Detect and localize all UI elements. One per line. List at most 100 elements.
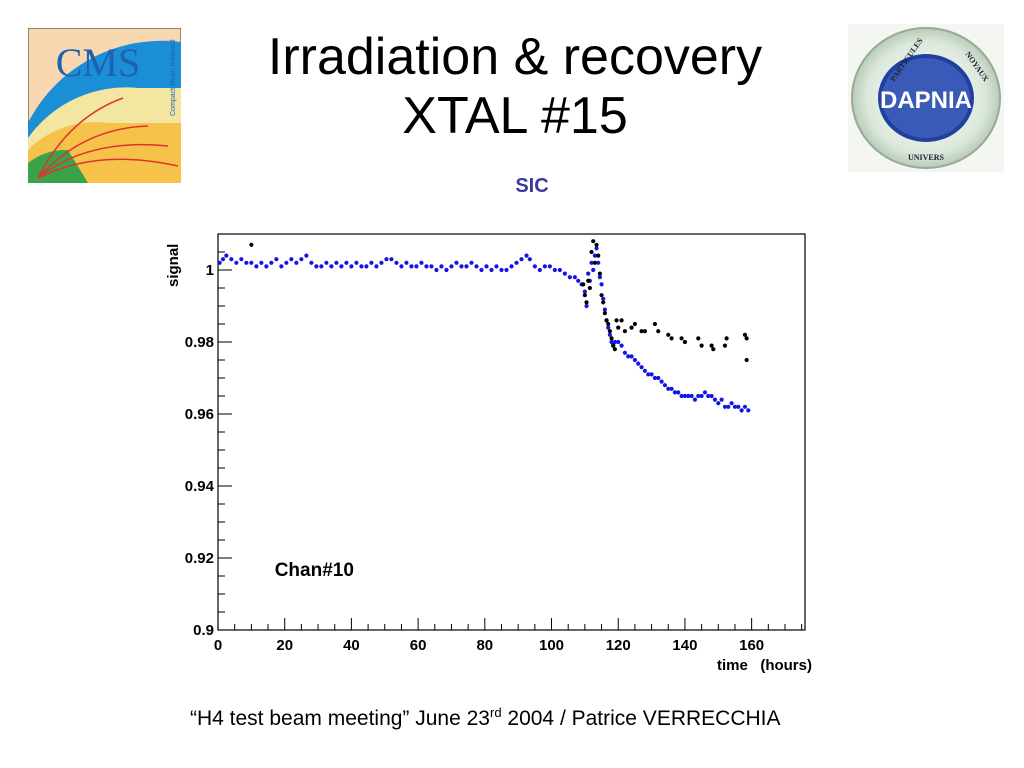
y-tick-label: 0.98 (185, 334, 214, 351)
data-point (592, 260, 597, 265)
data-point (611, 343, 616, 348)
data-point (739, 408, 744, 413)
data-point (656, 329, 661, 334)
data-point (584, 300, 589, 305)
y-tick-label: 0.96 (185, 406, 214, 423)
data-point (711, 347, 716, 352)
data-point (581, 282, 586, 287)
data-point (702, 390, 708, 395)
data-point (582, 289, 587, 294)
slide-footer: “H4 test beam meeting” June 23rd 2004 / … (190, 706, 950, 731)
data-point (524, 253, 529, 258)
data-point (602, 307, 607, 312)
data-point (606, 321, 611, 327)
x-axis-label: time (hours) (717, 657, 812, 674)
data-point (359, 264, 364, 269)
y-tick-label: 0.9 (193, 622, 214, 639)
data-point (706, 393, 711, 399)
data-point (629, 354, 634, 359)
data-point (587, 285, 592, 291)
data-point (642, 368, 648, 373)
data-point (489, 267, 494, 273)
data-point (394, 260, 399, 265)
data-point (646, 372, 651, 377)
data-point (736, 404, 741, 409)
data-series-blue (217, 246, 751, 413)
data-point (709, 393, 714, 399)
data-point (659, 379, 664, 384)
data-point (319, 264, 324, 269)
data-point (604, 318, 609, 323)
data-point (444, 267, 449, 273)
data-point (464, 264, 469, 269)
y-tick-label: 0.92 (185, 550, 214, 567)
data-point (576, 278, 581, 283)
x-tick-label: 80 (476, 637, 493, 654)
data-point (742, 404, 748, 409)
data-point (289, 257, 294, 262)
data-point (244, 260, 249, 265)
data-point (532, 264, 537, 269)
data-point (594, 246, 599, 251)
data-point (649, 372, 654, 377)
data-point (596, 260, 601, 265)
data-point (339, 264, 344, 269)
data-point (527, 257, 532, 262)
data-point (354, 260, 359, 265)
chart-annotation: Chan#10 (275, 560, 354, 581)
dapnia-logo: DAPNIA PARTICULES NOYAUX UNIVERS (848, 24, 1004, 172)
data-point (636, 361, 641, 366)
data-point (666, 386, 671, 391)
data-point (589, 260, 594, 265)
data-point (264, 264, 269, 269)
data-point (716, 401, 721, 406)
data-point (542, 264, 547, 269)
data-point (254, 264, 259, 269)
data-point (249, 242, 254, 247)
data-point (597, 271, 602, 276)
data-point (699, 393, 704, 399)
data-point (746, 408, 751, 413)
data-point (259, 260, 264, 265)
data-point (589, 249, 594, 255)
footer-text-main: “H4 test beam meeting” June 23 (190, 707, 490, 730)
data-point (469, 260, 474, 265)
data-point (601, 296, 606, 301)
data-point (384, 257, 389, 262)
data-point (719, 397, 724, 402)
data-point (582, 293, 587, 298)
data-point (652, 321, 658, 327)
data-point (712, 397, 718, 402)
data-point (599, 293, 604, 298)
data-point (612, 339, 617, 345)
data-point (619, 318, 624, 323)
dapnia-logo-text: DAPNIA (880, 87, 972, 114)
data-point (699, 343, 704, 348)
data-point (606, 325, 611, 330)
data-point (294, 260, 299, 265)
data-point (349, 264, 354, 269)
data-point (679, 393, 684, 399)
data-point (607, 332, 612, 337)
data-point (632, 357, 638, 363)
data-point (344, 260, 349, 265)
data-point (234, 260, 239, 265)
data-point (614, 318, 619, 323)
data-point (474, 264, 479, 269)
data-point (304, 253, 309, 258)
data-point (584, 303, 589, 309)
data-point (537, 267, 542, 273)
data-point (586, 271, 591, 276)
data-point (616, 339, 621, 345)
data-point (592, 253, 597, 258)
data-point (724, 336, 729, 341)
data-point (672, 390, 678, 395)
data-point (567, 275, 572, 280)
data-point (449, 264, 454, 269)
data-point (656, 375, 661, 381)
cms-logo-text: CMS (56, 40, 141, 85)
data-point (722, 404, 728, 409)
data-point (324, 260, 329, 265)
data-point (514, 260, 519, 265)
data-point (619, 343, 624, 348)
